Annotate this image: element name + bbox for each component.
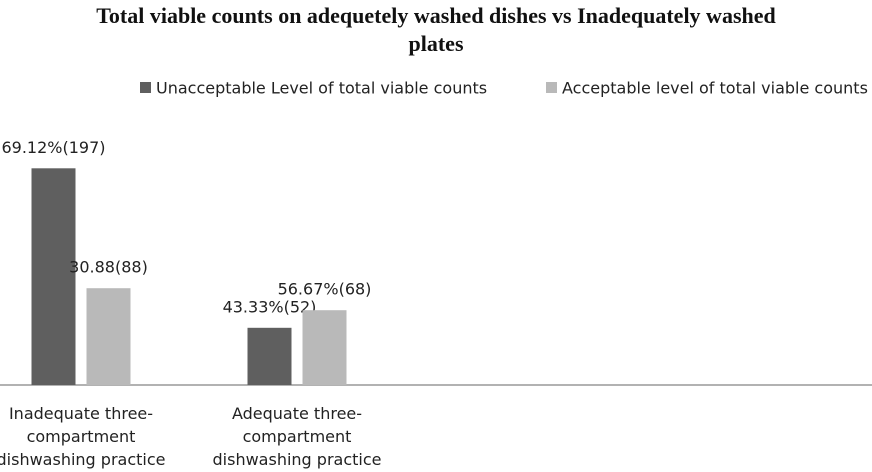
chart-title: Total viable counts on adequetely washed…: [96, 3, 776, 56]
legend-swatch: [546, 82, 557, 93]
data-label: 43.33%(52): [223, 297, 317, 316]
bar: [247, 327, 292, 385]
bar: [31, 168, 76, 385]
legend-label: Unacceptable Level of total viable count…: [156, 79, 487, 98]
x-tick-label: Inadequate three-compartment dishwashing…: [0, 404, 166, 469]
data-label: 30.88(88): [69, 258, 148, 277]
data-label: 69.12%(197): [1, 138, 105, 157]
bar: [302, 310, 347, 385]
bar: [86, 288, 131, 385]
data-label: 56.67%(68): [278, 280, 372, 299]
legend-label: Acceptable level of total viable counts: [562, 79, 868, 98]
legend-swatch: [140, 82, 151, 93]
x-tick-label: Adequate three-compartment dishwashing p…: [212, 404, 382, 469]
